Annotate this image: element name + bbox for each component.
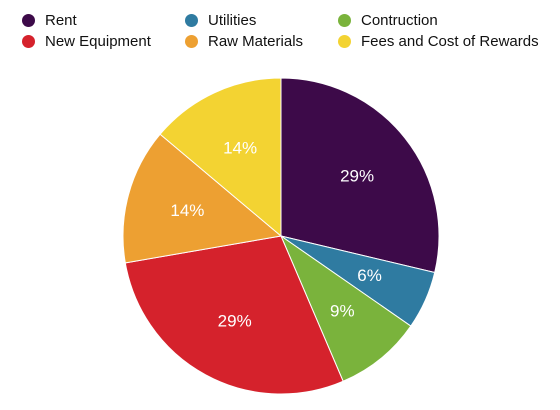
legend-item-contruction: Contruction xyxy=(338,10,438,30)
legend-swatch-new-equipment xyxy=(22,34,35,48)
legend-item-new-equipment: New Equipment xyxy=(22,31,151,51)
legend-label-rent: Rent xyxy=(45,11,77,29)
legend-label-new-equipment: New Equipment xyxy=(45,32,151,50)
slice-raw-materials xyxy=(122,133,283,264)
legend-item-fees-and-cost-of-rewards: Fees and Cost of Rewards xyxy=(338,31,539,51)
slice-label-utilities: 6% xyxy=(357,266,382,285)
slice-label-raw-materials: 14% xyxy=(170,201,204,220)
legend-label-fees-and-cost-of-rewards: Fees and Cost of Rewards xyxy=(361,32,539,50)
slice-rent xyxy=(280,77,440,274)
legend-swatch-fees-and-cost-of-rewards xyxy=(338,34,351,48)
legend-label-contruction: Contruction xyxy=(361,11,438,29)
slice-label-rent: 29% xyxy=(340,166,374,185)
slice-fees-and-cost-of-rewards xyxy=(159,77,282,238)
legend-label-utilities: Utilities xyxy=(208,11,257,29)
legend-swatch-utilities xyxy=(185,13,198,27)
legend-swatch-raw-materials xyxy=(185,34,198,48)
slice-label-contruction: 9% xyxy=(330,302,355,321)
legend-item-raw-materials: Raw Materials xyxy=(185,31,303,51)
slice-contruction xyxy=(279,234,412,382)
legend-swatch-rent xyxy=(22,13,35,27)
slice-label-new-equipment: 29% xyxy=(218,312,252,331)
chart-legend: Rent Utilities Contruction New Equipment… xyxy=(0,0,560,60)
slice-label-fees-and-cost-of-rewards: 14% xyxy=(223,139,257,158)
legend-label-raw-materials: Raw Materials xyxy=(208,32,304,50)
legend-swatch-contruction xyxy=(338,13,351,27)
legend-item-utilities: Utilities xyxy=(185,10,256,30)
legend-item-rent: Rent xyxy=(22,10,77,30)
slice-new-equipment xyxy=(124,235,344,395)
